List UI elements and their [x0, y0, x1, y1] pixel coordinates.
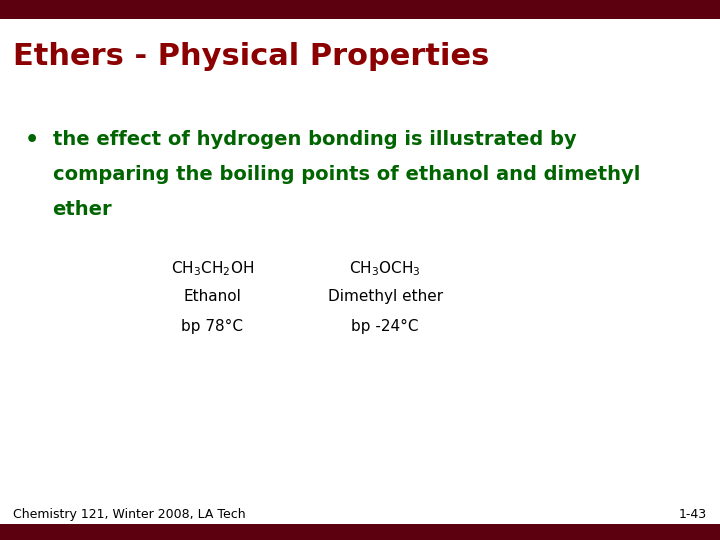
Text: Chemistry 121, Winter 2008, LA Tech: Chemistry 121, Winter 2008, LA Tech [13, 508, 246, 521]
Text: bp -24°C: bp -24°C [351, 319, 419, 334]
Text: Ethers - Physical Properties: Ethers - Physical Properties [13, 42, 490, 71]
Text: the effect of hydrogen bonding is illustrated by: the effect of hydrogen bonding is illust… [53, 130, 576, 148]
Text: Ethanol: Ethanol [184, 289, 241, 304]
Text: 1-43: 1-43 [679, 508, 707, 521]
FancyBboxPatch shape [0, 524, 720, 540]
FancyBboxPatch shape [0, 0, 720, 19]
Text: CH$_3$CH$_2$OH: CH$_3$CH$_2$OH [171, 259, 254, 278]
Text: ether: ether [53, 200, 112, 219]
Text: CH$_3$OCH$_3$: CH$_3$OCH$_3$ [349, 259, 421, 278]
Text: comparing the boiling points of ethanol and dimethyl: comparing the boiling points of ethanol … [53, 165, 640, 184]
Text: bp 78°C: bp 78°C [181, 319, 243, 334]
Text: •: • [25, 130, 40, 150]
Text: Dimethyl ether: Dimethyl ether [328, 289, 443, 304]
